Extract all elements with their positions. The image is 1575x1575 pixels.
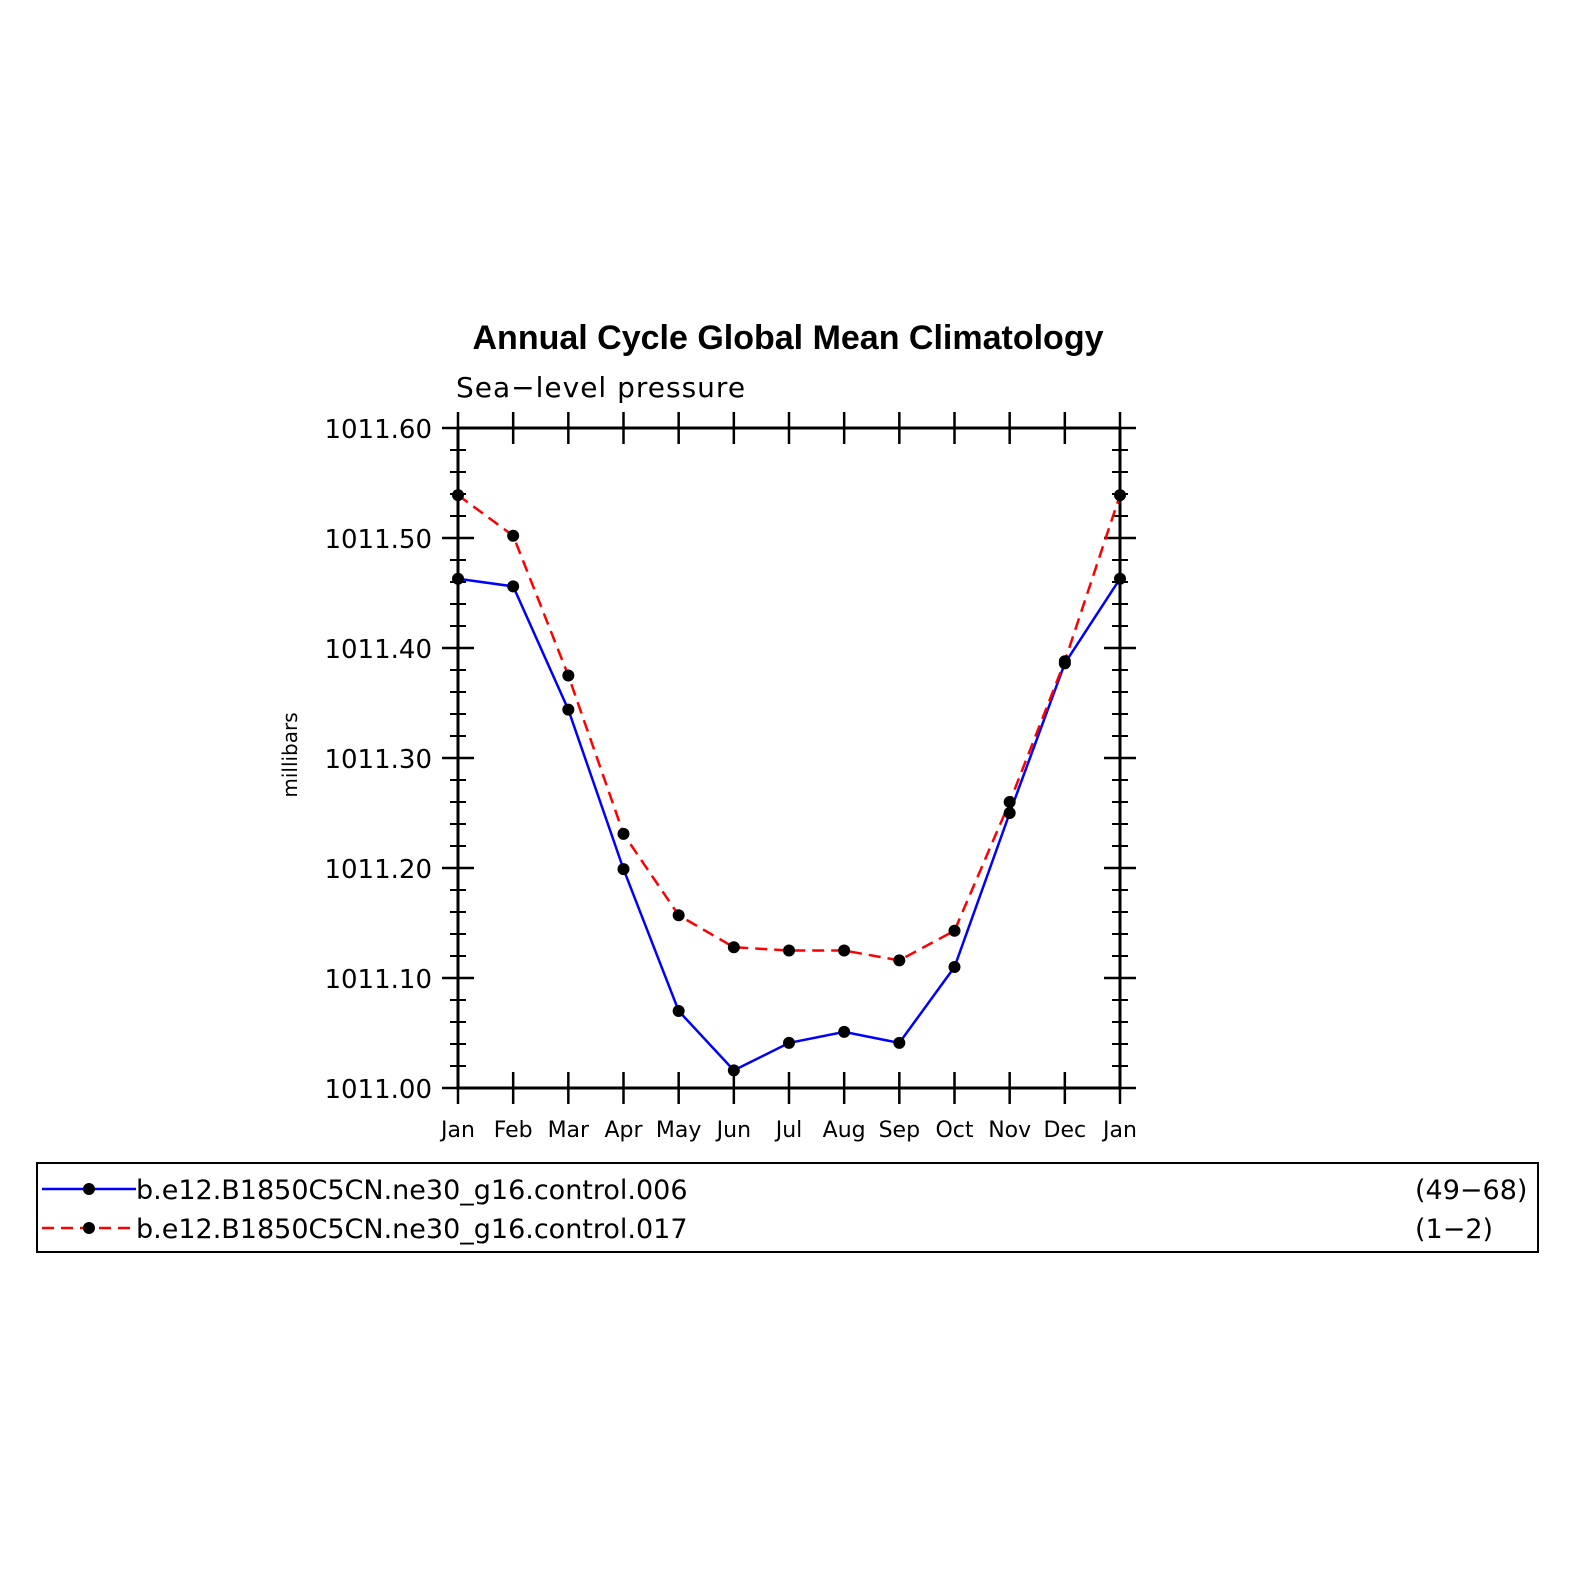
x-tick-label: Jul (774, 1118, 803, 1143)
y-tick-label: 1011.20 (324, 855, 432, 885)
series-1-point (1114, 572, 1126, 585)
x-tick-label: Apr (604, 1118, 643, 1143)
series-layer (452, 489, 1126, 1077)
series-2-point (672, 909, 685, 922)
series-1-point (948, 961, 961, 973)
series-2-point (948, 924, 961, 937)
chart-title: Annual Cycle Global Mean Climatology (473, 319, 1104, 357)
series-2-point (617, 827, 630, 840)
series-1-point (727, 1064, 740, 1077)
series-2-point (727, 941, 740, 954)
series-1-point (783, 1036, 795, 1049)
legend-marker-2 (83, 1222, 95, 1234)
series-1-point (452, 572, 464, 585)
series-2-point (1003, 796, 1016, 808)
x-tick-label: Dec (1044, 1118, 1087, 1143)
x-tick-label: Sep (879, 1118, 920, 1143)
x-tick-label: Jun (715, 1118, 751, 1143)
legend-series-years: (49−68) (1415, 1175, 1527, 1206)
y-tick-label: 1011.50 (324, 525, 432, 555)
x-tick-label: May (656, 1118, 701, 1143)
x-tick-label: Jan (439, 1118, 475, 1143)
y-tick-label: 1011.00 (324, 1075, 432, 1105)
series-2-point (1114, 489, 1126, 502)
series-1-point (617, 863, 630, 876)
chart-subtitle: Sea−level pressure (456, 371, 746, 404)
x-tick-label: Jan (1101, 1118, 1137, 1143)
legend-series-years: (1−2) (1415, 1214, 1493, 1245)
series-line-2 (457, 494, 1122, 962)
legend-marker-1 (83, 1183, 95, 1195)
series-2-point (562, 669, 575, 682)
series-1-point (1003, 807, 1016, 819)
series-2-point (507, 529, 520, 542)
y-axis-label: millibars (278, 712, 302, 797)
plot-frame (456, 426, 1122, 1090)
y-tick-label: 1011.30 (324, 745, 432, 775)
series-2-point (893, 954, 906, 967)
series-1-point (672, 1005, 685, 1017)
series-line-1 (457, 577, 1122, 1072)
series-1-point (838, 1025, 851, 1038)
x-tick-label: Feb (494, 1118, 533, 1143)
plot-axes: 1011.00 1011.10 1011.20 1011.30 1011.40 1011.… (324, 412, 1137, 1143)
series-1-point (507, 580, 520, 593)
series-1-point (562, 703, 575, 716)
y-tick-label: 1011.40 (324, 635, 432, 665)
legend-series-name: b.e12.B1850C5CN.ne30_g16.control.006 (136, 1175, 688, 1206)
y-tick-label: 1011.60 (324, 415, 432, 445)
x-tick-label: Aug (823, 1118, 866, 1143)
series-2-point (783, 944, 795, 957)
x-tick-label: Nov (988, 1118, 1031, 1143)
y-tick-label: 1011.10 (324, 965, 432, 995)
x-tick-label: Mar (548, 1118, 590, 1143)
series-2-point (838, 944, 851, 957)
series-2-point (452, 489, 464, 502)
series-2-point (1058, 655, 1071, 668)
legend-box (36, 1162, 1539, 1253)
legend: b.e12.B1850C5CN.ne30_g16.control.006 (49−… (36, 1162, 1539, 1253)
series-1-point (893, 1036, 906, 1049)
x-tick-label: Oct (935, 1118, 973, 1143)
legend-series-name: b.e12.B1850C5CN.ne30_g16.control.017 (136, 1214, 688, 1245)
